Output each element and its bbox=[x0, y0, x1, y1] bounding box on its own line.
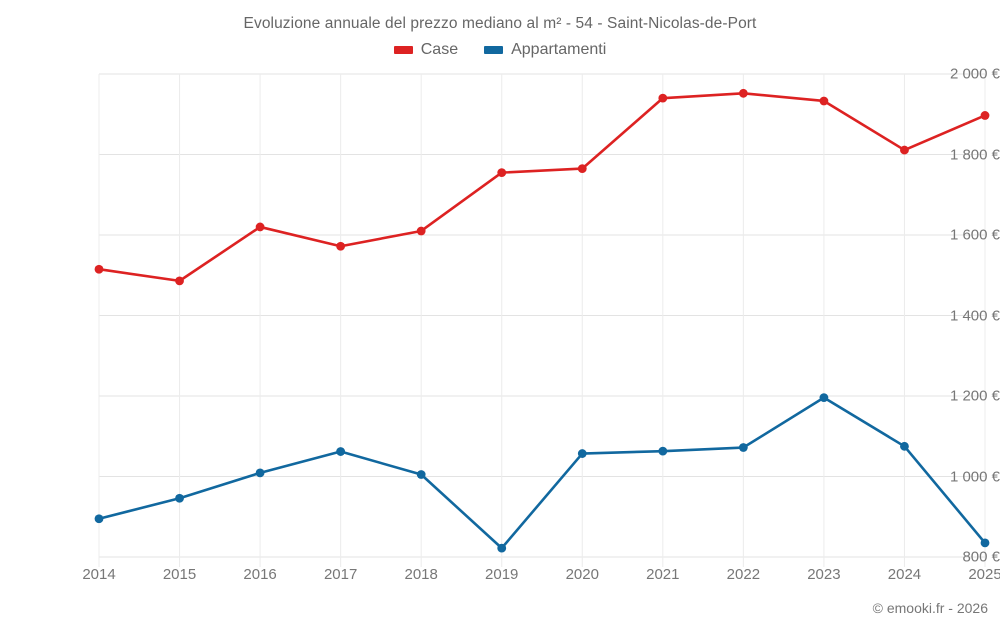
data-point[interactable] bbox=[577, 449, 587, 458]
data-point[interactable] bbox=[416, 226, 426, 236]
x-axis-tick-label: 2021 bbox=[646, 566, 680, 583]
data-point[interactable] bbox=[658, 446, 668, 456]
chart-title: Evoluzione annuale del prezzo mediano al… bbox=[243, 15, 757, 32]
data-point[interactable] bbox=[175, 493, 184, 503]
legend-item-appartamenti[interactable]: Appartamenti bbox=[484, 41, 606, 59]
data-point[interactable] bbox=[900, 441, 909, 451]
data-point[interactable] bbox=[416, 470, 426, 479]
data-point[interactable] bbox=[577, 164, 587, 173]
series-line-case[interactable] bbox=[97, 92, 987, 283]
x-axis-tick-label: 2018 bbox=[404, 566, 438, 583]
x-axis-tick-label: 2024 bbox=[887, 566, 922, 583]
y-axis-tick-label: 1 400 € bbox=[949, 307, 1000, 324]
legend-swatch-case bbox=[393, 46, 413, 54]
chart-legend: Case Appartamenti bbox=[0, 41, 1000, 59]
y-axis-tick-label: 1 000 € bbox=[949, 468, 1000, 485]
data-point[interactable] bbox=[497, 543, 507, 553]
x-axis-tick-label: 2020 bbox=[565, 566, 599, 583]
data-point[interactable] bbox=[980, 538, 990, 548]
x-axis-tick-label: 2016 bbox=[243, 566, 277, 583]
legend-item-case[interactable]: Case bbox=[393, 41, 459, 59]
data-point[interactable] bbox=[336, 447, 346, 456]
data-point[interactable] bbox=[900, 145, 909, 155]
data-point[interactable] bbox=[738, 443, 748, 452]
legend-label-appartamenti: Appartamenti bbox=[511, 41, 607, 58]
data-point[interactable] bbox=[980, 111, 990, 120]
x-axis-tick-label: 2015 bbox=[162, 566, 197, 583]
data-point[interactable] bbox=[819, 393, 829, 403]
data-point[interactable] bbox=[255, 222, 265, 232]
x-axis-tick-label: 2022 bbox=[726, 566, 761, 583]
data-point[interactable] bbox=[94, 264, 104, 274]
data-point[interactable] bbox=[94, 514, 104, 524]
legend-label-case: Case bbox=[420, 41, 459, 58]
data-point[interactable] bbox=[819, 96, 829, 106]
data-point[interactable] bbox=[175, 276, 184, 286]
y-axis-tick-label: 2 000 € bbox=[949, 65, 1000, 83]
legend-swatch-appartamenti bbox=[484, 46, 504, 54]
x-axis-tick-label: 2014 bbox=[82, 566, 116, 583]
data-point[interactable] bbox=[255, 468, 265, 478]
x-axis-tick-label: 2025 bbox=[968, 566, 1000, 583]
x-axis-tick-label: 2023 bbox=[807, 566, 841, 583]
data-point[interactable] bbox=[658, 93, 668, 103]
y-axis-tick-label: 1 600 € bbox=[949, 226, 1000, 244]
data-point[interactable] bbox=[497, 168, 507, 178]
data-point[interactable] bbox=[336, 241, 346, 251]
y-axis-tick-label: 1 800 € bbox=[949, 146, 1000, 163]
y-axis-tick-label: 800 € bbox=[962, 548, 1000, 566]
x-axis-tick-label: 2019 bbox=[485, 566, 519, 583]
y-axis-tick-label: 1 200 € bbox=[949, 387, 1000, 405]
x-axis-tick-label: 2017 bbox=[323, 566, 358, 583]
footer-credit: © emooki.fr - 2026 bbox=[872, 600, 988, 616]
series-line-appartamenti[interactable] bbox=[97, 396, 987, 550]
data-point[interactable] bbox=[738, 88, 748, 98]
